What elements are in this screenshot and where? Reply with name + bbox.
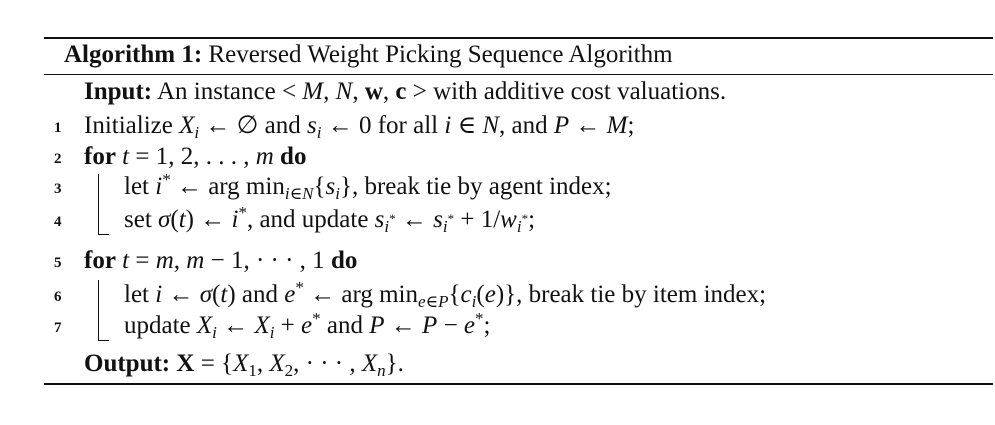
line-4-formula-b: si* ← si* + 1/wi*; [374,206,536,236]
line-3-text-b: , break tie by agent index; [351,173,612,200]
top-rule [44,37,993,39]
line-1-formula-d: P ← M; [553,112,635,139]
line-1-content: Initialize Xi ← ∅ and si ← 0 for all i ∈… [84,111,634,141]
input-text-before: An instance [156,78,276,105]
line-7-text-a: update [124,312,191,339]
output-content: Output: X = {X1, X2, · · · , Xn}. [84,349,404,379]
for-keyword: for [84,247,116,274]
algorithm-title: Reversed Weight Picking Sequence Algorit… [208,41,673,68]
input-keyword: Input: [84,78,153,105]
line-1-formula-c: i ∈ N [444,112,500,139]
caption-rule [44,74,993,75]
line-4-content: set σ(t) ← i*, and update si* ← si* + 1/… [124,203,536,236]
line-number: 3 [54,181,62,197]
line-1-text-b: and [264,112,301,139]
line-3-text-a: let [124,173,149,200]
line-5-content: for t = m, m − 1, · · · , 1 do [84,246,357,276]
line-6-formula-b: e* ← arg mine∈P{ci(e)} [284,278,517,311]
line-1-formula-a: Xi ← ∅ [179,112,259,142]
for-keyword: for [84,143,116,170]
line-7-formula-b: P ← P − e*; [369,309,491,339]
input-content: Input: An instance < M, N, w, c > with a… [84,77,726,107]
line-5-formula: t = m, m − 1, · · · , 1 [122,247,325,274]
block-bracket-1 [98,174,109,235]
input-text-after: with additive cost valuations. [433,78,727,105]
line-3-formula: i* ← arg mini∈N{si} [155,170,352,203]
line-number: 6 [54,289,62,305]
do-keyword: do [330,247,358,274]
line-number: 2 [54,151,62,167]
line-6-text-b: and [241,281,279,308]
line-1-text-d: , and [499,112,548,139]
line-1-text-c: for all [377,112,439,139]
output-formula: X = {X1, X2, · · · , Xn}. [176,350,404,380]
line-6-text-c: , break tie by item index; [516,281,767,308]
line-6-text-a: let [124,281,149,308]
line-7-content: update Xi ← Xi + e* and P ← P − e*; [124,309,491,342]
line-3-content: let i* ← arg mini∈N{si}, break tie by ag… [124,170,612,203]
block-bracket-2 [98,280,109,341]
line-number: 4 [54,214,62,230]
line-7-formula-a: Xi ← Xi + e* [196,309,321,342]
line-6-content: let i ← σ(t) and e* ← arg mine∈P{ci(e)},… [124,278,767,311]
do-keyword: do [280,143,307,170]
line-6-formula-a: i ← σ(t) [155,281,236,308]
line-7-text-b: and [326,312,363,339]
line-4-text-a: set [124,206,152,233]
line-number: 1 [54,120,62,136]
line-2-formula: t = 1, 2, . . . , m [122,143,274,170]
bottom-rule [44,383,993,385]
line-4-text-b: , and update [246,206,369,233]
algorithm-caption: Algorithm 1: Reversed Weight Picking Seq… [64,40,673,70]
line-number: 5 [54,255,62,271]
line-2-content: for t = 1, 2, . . . , m do [84,142,306,172]
line-1-formula-b: si ← 0 [307,112,372,142]
input-formula: < M, N, w, c > [281,78,427,105]
line-1-text-a: Initialize [84,112,173,139]
output-keyword: Output: [84,350,171,377]
algorithm-label: Algorithm 1: [64,41,203,68]
line-4-formula-a: σ(t) ← i* [158,203,247,233]
line-number: 7 [54,320,62,336]
